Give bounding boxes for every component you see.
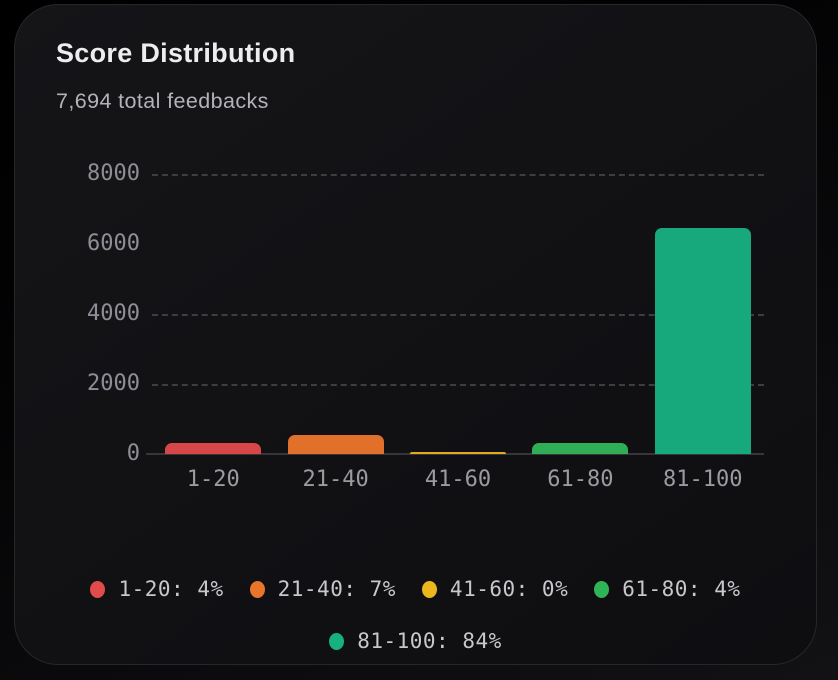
card-subtitle: 7,694 total feedbacks — [56, 89, 269, 113]
y-tick-label-6000: 6000 — [87, 231, 140, 256]
bar-21-40 — [287, 435, 384, 454]
legend-item-21-40: 21-40: 7% — [249, 577, 396, 601]
score-distribution-card: Score Distribution 7,694 total feedbacks… — [14, 4, 817, 665]
legend-row-1: 1-20: 4% 21-40: 7% 41-60: 0% 61-80: 4% — [90, 577, 740, 601]
legend-dot-icon — [421, 580, 437, 598]
x-tick-label-41-60: 41-60 — [424, 467, 492, 492]
x-tick-label-61-80: 61-80 — [547, 467, 614, 492]
gridline-8000 — [152, 174, 764, 176]
legend-row-2: 81-100: 84% — [329, 629, 502, 653]
y-tick-label-0: 0 — [126, 441, 140, 466]
gridline-2000 — [152, 384, 764, 386]
legend-item-41-60: 41-60: 0% — [421, 577, 569, 601]
x-tick-label-1-20: 1-20 — [186, 467, 240, 492]
legend-dot-icon — [594, 580, 610, 598]
legend-item-81-100: 81-100: 84% — [329, 629, 502, 653]
x-tick-label-21-40: 21-40 — [302, 467, 369, 492]
legend-label: 21-40: 7% — [277, 577, 396, 601]
y-tick-label-2000: 2000 — [87, 371, 140, 396]
gridline-4000 — [152, 314, 764, 316]
y-tick-label-8000: 8000 — [87, 161, 140, 186]
x-axis-line — [146, 453, 764, 455]
legend-label: 81-100: 84% — [357, 629, 502, 653]
card-title: Score Distribution — [56, 38, 296, 68]
legend-dot-icon — [90, 580, 106, 598]
x-tick-label-81-100: 81-100 — [663, 467, 743, 492]
legend-item-61-80: 61-80: 4% — [594, 577, 740, 601]
legend-item-1-20: 1-20: 4% — [90, 577, 223, 601]
y-tick-label-4000: 4000 — [87, 301, 140, 326]
bar-81-100 — [654, 227, 751, 454]
chart-legend: 1-20: 4% 21-40: 7% 41-60: 0% 61-80: 4% 81-10… — [15, 577, 816, 653]
bar-chart: 0 2000 4000 6000 8000 1-20 21-40 41-60 61-80 81-… — [15, 5, 816, 664]
legend-label: 41-60: 0% — [449, 577, 569, 601]
bar-61-80 — [532, 443, 629, 454]
legend-label: 61-80: 4% — [622, 577, 741, 601]
legend-dot-icon — [329, 632, 345, 650]
bar-1-20 — [165, 443, 262, 454]
legend-dot-icon — [249, 580, 265, 598]
bar-41-60 — [410, 452, 506, 454]
legend-label: 1-20: 4% — [118, 577, 224, 601]
